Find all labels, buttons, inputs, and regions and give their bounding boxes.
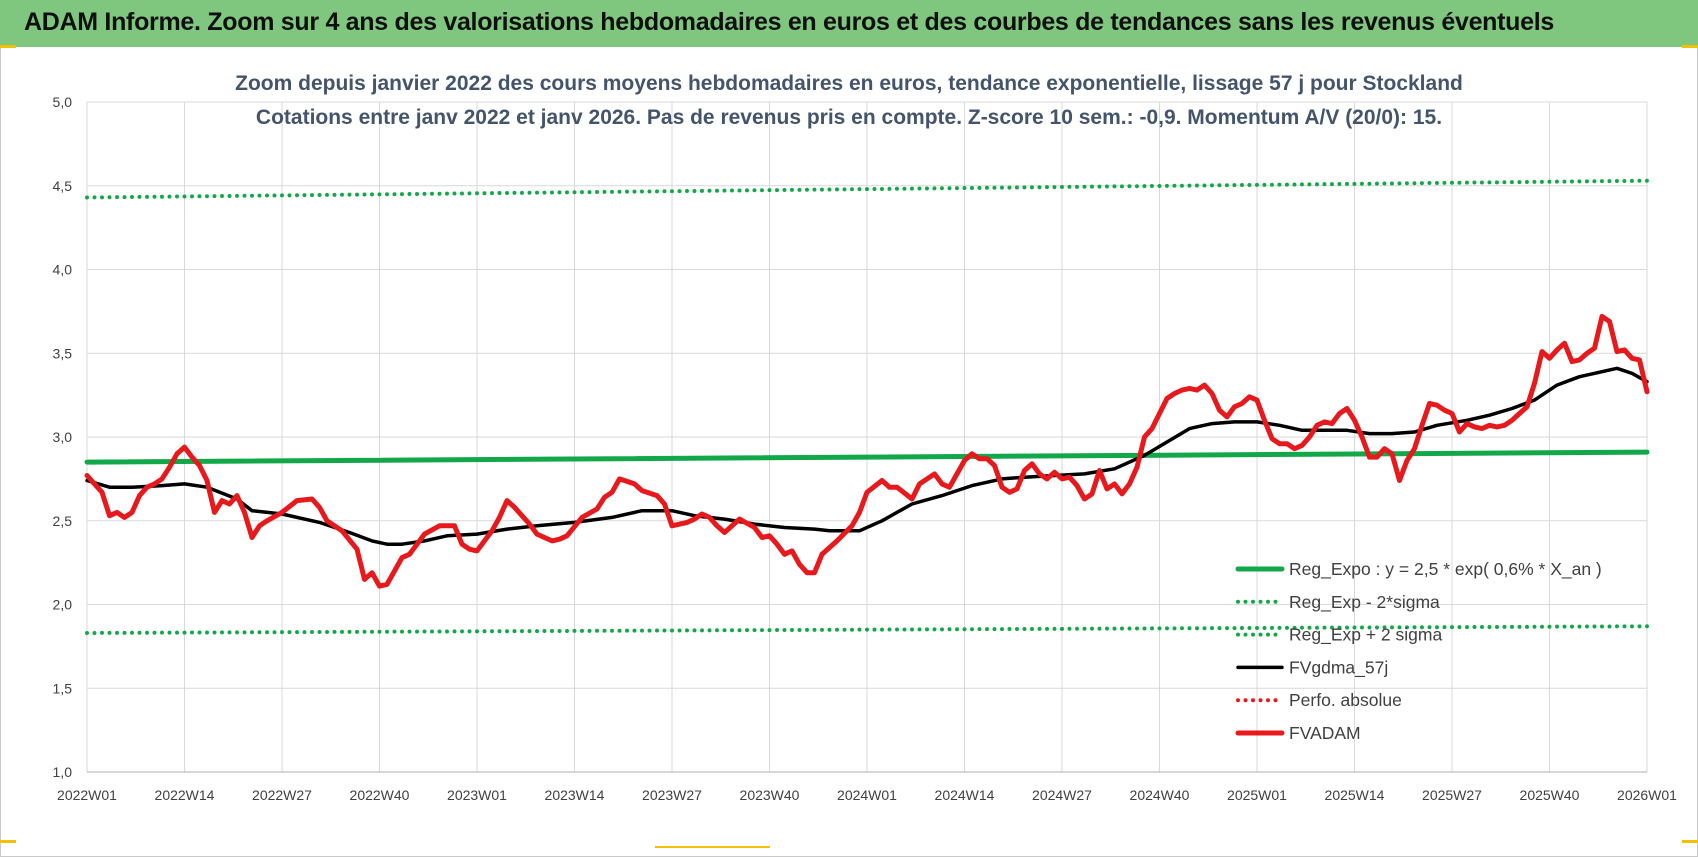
x-tick-label: 2026W01 [1617, 787, 1677, 803]
legend-label: Reg_Exp - 2*sigma [1289, 592, 1440, 613]
x-tick-label: 2025W40 [1520, 787, 1580, 803]
corner-mark [655, 846, 770, 848]
x-tick-label: 2022W14 [155, 787, 215, 803]
corner-mark [1682, 840, 1698, 843]
series-line-3 [85, 366, 1649, 546]
series-line-1 [85, 624, 1649, 635]
y-tick-label: 4,0 [53, 262, 73, 278]
chart-title: Zoom depuis janvier 2022 des cours moyen… [235, 72, 1463, 95]
report-banner: ADAM Informe. Zoom sur 4 ans des valoris… [0, 0, 1698, 47]
chart-subtitle: Cotations entre janv 2022 et janv 2026. … [256, 106, 1442, 129]
y-tick-label: 3,0 [53, 429, 73, 445]
y-axis-tick-labels: 1,0 1,5 2,0 2,5 3,0 3,5 4,0 4,5 5,0 [53, 94, 73, 780]
y-tick-label: 4,5 [53, 178, 73, 194]
y-tick-label: 5,0 [53, 94, 73, 110]
x-axis-tick-labels: 2022W01 2022W14 2022W27 2022W40 2023W01 2023W… [57, 787, 1677, 803]
corner-mark [0, 45, 16, 48]
legend-label: FVADAM [1289, 723, 1361, 743]
chart-grid [86, 101, 1648, 773]
x-tick-label: 2022W27 [252, 787, 312, 803]
y-tick-label: 3,5 [53, 345, 73, 361]
y-tick-label: 1,0 [53, 764, 73, 780]
x-tick-label: 2024W40 [1130, 787, 1190, 803]
legend-label: Perfo. absolue [1289, 690, 1402, 710]
series-line-5 [84, 313, 1650, 589]
x-tick-label: 2024W27 [1032, 787, 1092, 803]
series-line-2 [85, 178, 1649, 200]
y-tick-label: 1,5 [53, 680, 73, 696]
x-tick-label: 2022W01 [57, 787, 117, 803]
legend-label: Reg_Exp + 2 sigma [1289, 625, 1442, 646]
legend-label: FVgdma_57j [1289, 657, 1388, 678]
plot-area [84, 178, 1650, 635]
x-tick-label: 2023W40 [740, 787, 800, 803]
legend-label: Reg_Expo : y = 2,5 * exp( 0,6% * X_an ) [1289, 559, 1602, 580]
x-tick-label: 2025W14 [1325, 787, 1385, 803]
report-title: ADAM Informe. Zoom sur 4 ans des valoris… [24, 8, 1554, 36]
x-tick-label: 2024W14 [935, 787, 995, 803]
x-tick-label: 2024W01 [837, 787, 897, 803]
x-tick-label: 2025W27 [1422, 787, 1482, 803]
y-tick-label: 2,0 [53, 597, 73, 613]
y-tick-label: 2,5 [53, 513, 73, 529]
series-line-0 [84, 449, 1650, 465]
x-tick-label: 2022W40 [350, 787, 410, 803]
x-tick-label: 2023W01 [447, 787, 507, 803]
x-tick-label: 2023W14 [545, 787, 605, 803]
corner-mark [0, 840, 16, 843]
chart-legend: Reg_Expo : y = 2,5 * exp( 0,6% * X_an ) R… [1235, 559, 1602, 743]
corner-mark [1682, 45, 1698, 48]
x-tick-label: 2025W01 [1227, 787, 1287, 803]
x-tick-label: 2023W27 [642, 787, 702, 803]
